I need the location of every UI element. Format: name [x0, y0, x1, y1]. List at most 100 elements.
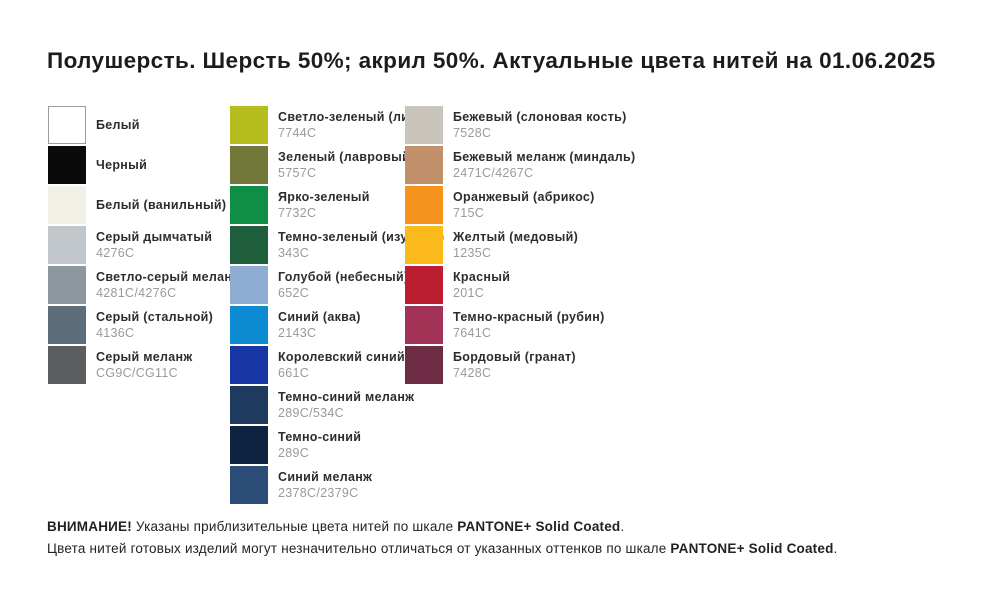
color-label: Синий (аква) 2143C — [278, 306, 361, 344]
disclaimer: ВНИМАНИЕ! Указаны приблизительные цвета … — [47, 516, 837, 559]
color-label: Серый дымчатый 4276C — [96, 226, 212, 264]
color-item: Бежевый (слоновая кость) 7528C — [405, 106, 635, 144]
color-name: Синий меланж — [278, 470, 373, 484]
color-label: Королевский синий 661C — [278, 346, 405, 384]
pantone-code: 7641C — [453, 326, 492, 340]
color-name: Ярко-зеленый — [278, 190, 370, 204]
color-swatch — [405, 306, 443, 344]
color-name: Темно-синий меланж — [278, 390, 415, 404]
color-label: Красный 201C — [453, 266, 510, 304]
pantone-code: 2143C — [278, 326, 317, 340]
pantone-code: 289C — [278, 446, 310, 460]
color-name: Светло-серый меланж — [96, 270, 242, 284]
pantone-code: 1235C — [453, 246, 492, 260]
color-label: Белый — [96, 106, 140, 144]
color-name: Бордовый (гранат) — [453, 350, 576, 364]
color-label: Оранжевый (абрикос) 715C — [453, 186, 595, 224]
color-swatch — [48, 226, 86, 264]
color-label: Серый меланж CG9C/CG11C — [96, 346, 193, 384]
color-swatch — [405, 146, 443, 184]
color-name: Серый (стальной) — [96, 310, 214, 324]
color-name: Белый — [96, 118, 140, 132]
color-label: Светло-зеленый (липа) 7744C — [278, 106, 429, 144]
color-swatch — [230, 466, 268, 504]
color-item: Черный — [48, 146, 241, 184]
color-swatch — [230, 226, 268, 264]
color-item: Темно-синий 289C — [230, 426, 444, 464]
color-name: Белый (ванильный) — [96, 198, 227, 212]
pantone-code: CG9C/CG11C — [96, 366, 178, 380]
color-swatch — [405, 226, 443, 264]
color-label: Бежевый (слоновая кость) 7528C — [453, 106, 627, 144]
color-label: Черный — [96, 146, 147, 184]
color-label: Ярко-зеленый 7732C — [278, 186, 370, 224]
color-swatch — [230, 266, 268, 304]
pantone-code: 5757C — [278, 166, 317, 180]
color-swatch — [230, 386, 268, 424]
color-item: Желтый (медовый) 1235C — [405, 226, 635, 264]
color-swatch — [48, 106, 86, 144]
color-swatch — [230, 426, 268, 464]
swatch-column-beiges-reds: Бежевый (слоновая кость) 7528C Бежевый мел… — [405, 106, 635, 386]
disclaimer-bold-text: ВНИМАНИЕ! — [47, 519, 132, 534]
color-label: Бежевый меланж (миндаль) 2471C/4267C — [453, 146, 635, 184]
pantone-code: 4281C/4276C — [96, 286, 177, 300]
color-swatch — [405, 266, 443, 304]
disclaimer-bold-text: PANTONE+ Solid Coated — [457, 519, 621, 534]
color-swatch — [48, 186, 86, 224]
color-label: Желтый (медовый) 1235C — [453, 226, 578, 264]
color-item: Голубой (небесный) 652C — [230, 266, 444, 304]
color-name: Синий (аква) — [278, 310, 361, 324]
color-item: Серый (стальной) 4136C — [48, 306, 241, 344]
color-item: Синий меланж 2378C/2379C — [230, 466, 444, 504]
color-item: Светло-зеленый (липа) 7744C — [230, 106, 444, 144]
swatch-column-greens-blues: Светло-зеленый (липа) 7744C Зеленый (лавро… — [230, 106, 444, 506]
page-title: Полушерсть. Шерсть 50%; акрил 50%. Актуа… — [47, 48, 936, 73]
color-item: Красный 201C — [405, 266, 635, 304]
color-swatch — [230, 306, 268, 344]
pantone-code: 4136C — [96, 326, 135, 340]
color-swatch — [230, 106, 268, 144]
pantone-code: 661C — [278, 366, 310, 380]
color-label: Голубой (небесный) 652C — [278, 266, 408, 304]
color-name: Светло-зеленый (липа) — [278, 110, 429, 124]
color-name: Темно-синий — [278, 430, 362, 444]
color-swatch — [230, 346, 268, 384]
color-name: Зеленый (лавровый) — [278, 150, 415, 164]
color-item: Белый — [48, 106, 241, 144]
color-swatch — [405, 346, 443, 384]
disclaimer-bold-text: PANTONE+ Solid Coated — [670, 540, 834, 556]
color-label: Светло-серый меланж 4281C/4276C — [96, 266, 241, 304]
pantone-code: 7428C — [453, 366, 492, 380]
color-item: Королевский синий 661C — [230, 346, 444, 384]
color-item: Ярко-зеленый 7732C — [230, 186, 444, 224]
pantone-code: 201C — [453, 286, 485, 300]
color-label: Темно-красный (рубин) 7641C — [453, 306, 605, 344]
color-name: Темно-зеленый (изумруд) — [278, 230, 445, 244]
pantone-code: 7528C — [453, 126, 492, 140]
color-label: Темно-зеленый (изумруд) 343C — [278, 226, 444, 264]
pantone-code: 715C — [453, 206, 485, 220]
color-swatch — [405, 106, 443, 144]
color-item: Темно-синий меланж 289C/534C — [230, 386, 444, 424]
color-name: Черный — [96, 158, 148, 172]
color-name: Оранжевый (абрикос) — [453, 190, 595, 204]
color-item: Серый меланж CG9C/CG11C — [48, 346, 241, 384]
pantone-code: 289C/534C — [278, 406, 344, 420]
color-item: Темно-красный (рубин) 7641C — [405, 306, 635, 344]
pantone-code: 2378C/2379C — [278, 486, 359, 500]
color-name: Серый меланж — [96, 350, 193, 364]
color-swatch — [405, 186, 443, 224]
color-name: Бежевый меланж (миндаль) — [453, 150, 636, 164]
disclaimer-line-2: Цвета нитей готовых изделий могут незнач… — [47, 538, 837, 560]
disclaimer-text: Указаны приблизительные цвета нитей по ш… — [131, 519, 458, 534]
swatch-column-grays: Белый Черный Белый (ванильный) Серый дымчат… — [48, 106, 241, 386]
color-swatch — [230, 146, 268, 184]
color-swatch — [48, 266, 86, 304]
color-item: Зеленый (лавровый) 5757C — [230, 146, 444, 184]
color-item: Бежевый меланж (миндаль) 2471C/4267C — [405, 146, 635, 184]
pantone-code: 2471C/4267C — [453, 166, 534, 180]
color-name: Королевский синий — [278, 350, 406, 364]
color-name: Голубой (небесный) — [278, 270, 409, 284]
color-label: Серый (стальной) 4136C — [96, 306, 213, 344]
